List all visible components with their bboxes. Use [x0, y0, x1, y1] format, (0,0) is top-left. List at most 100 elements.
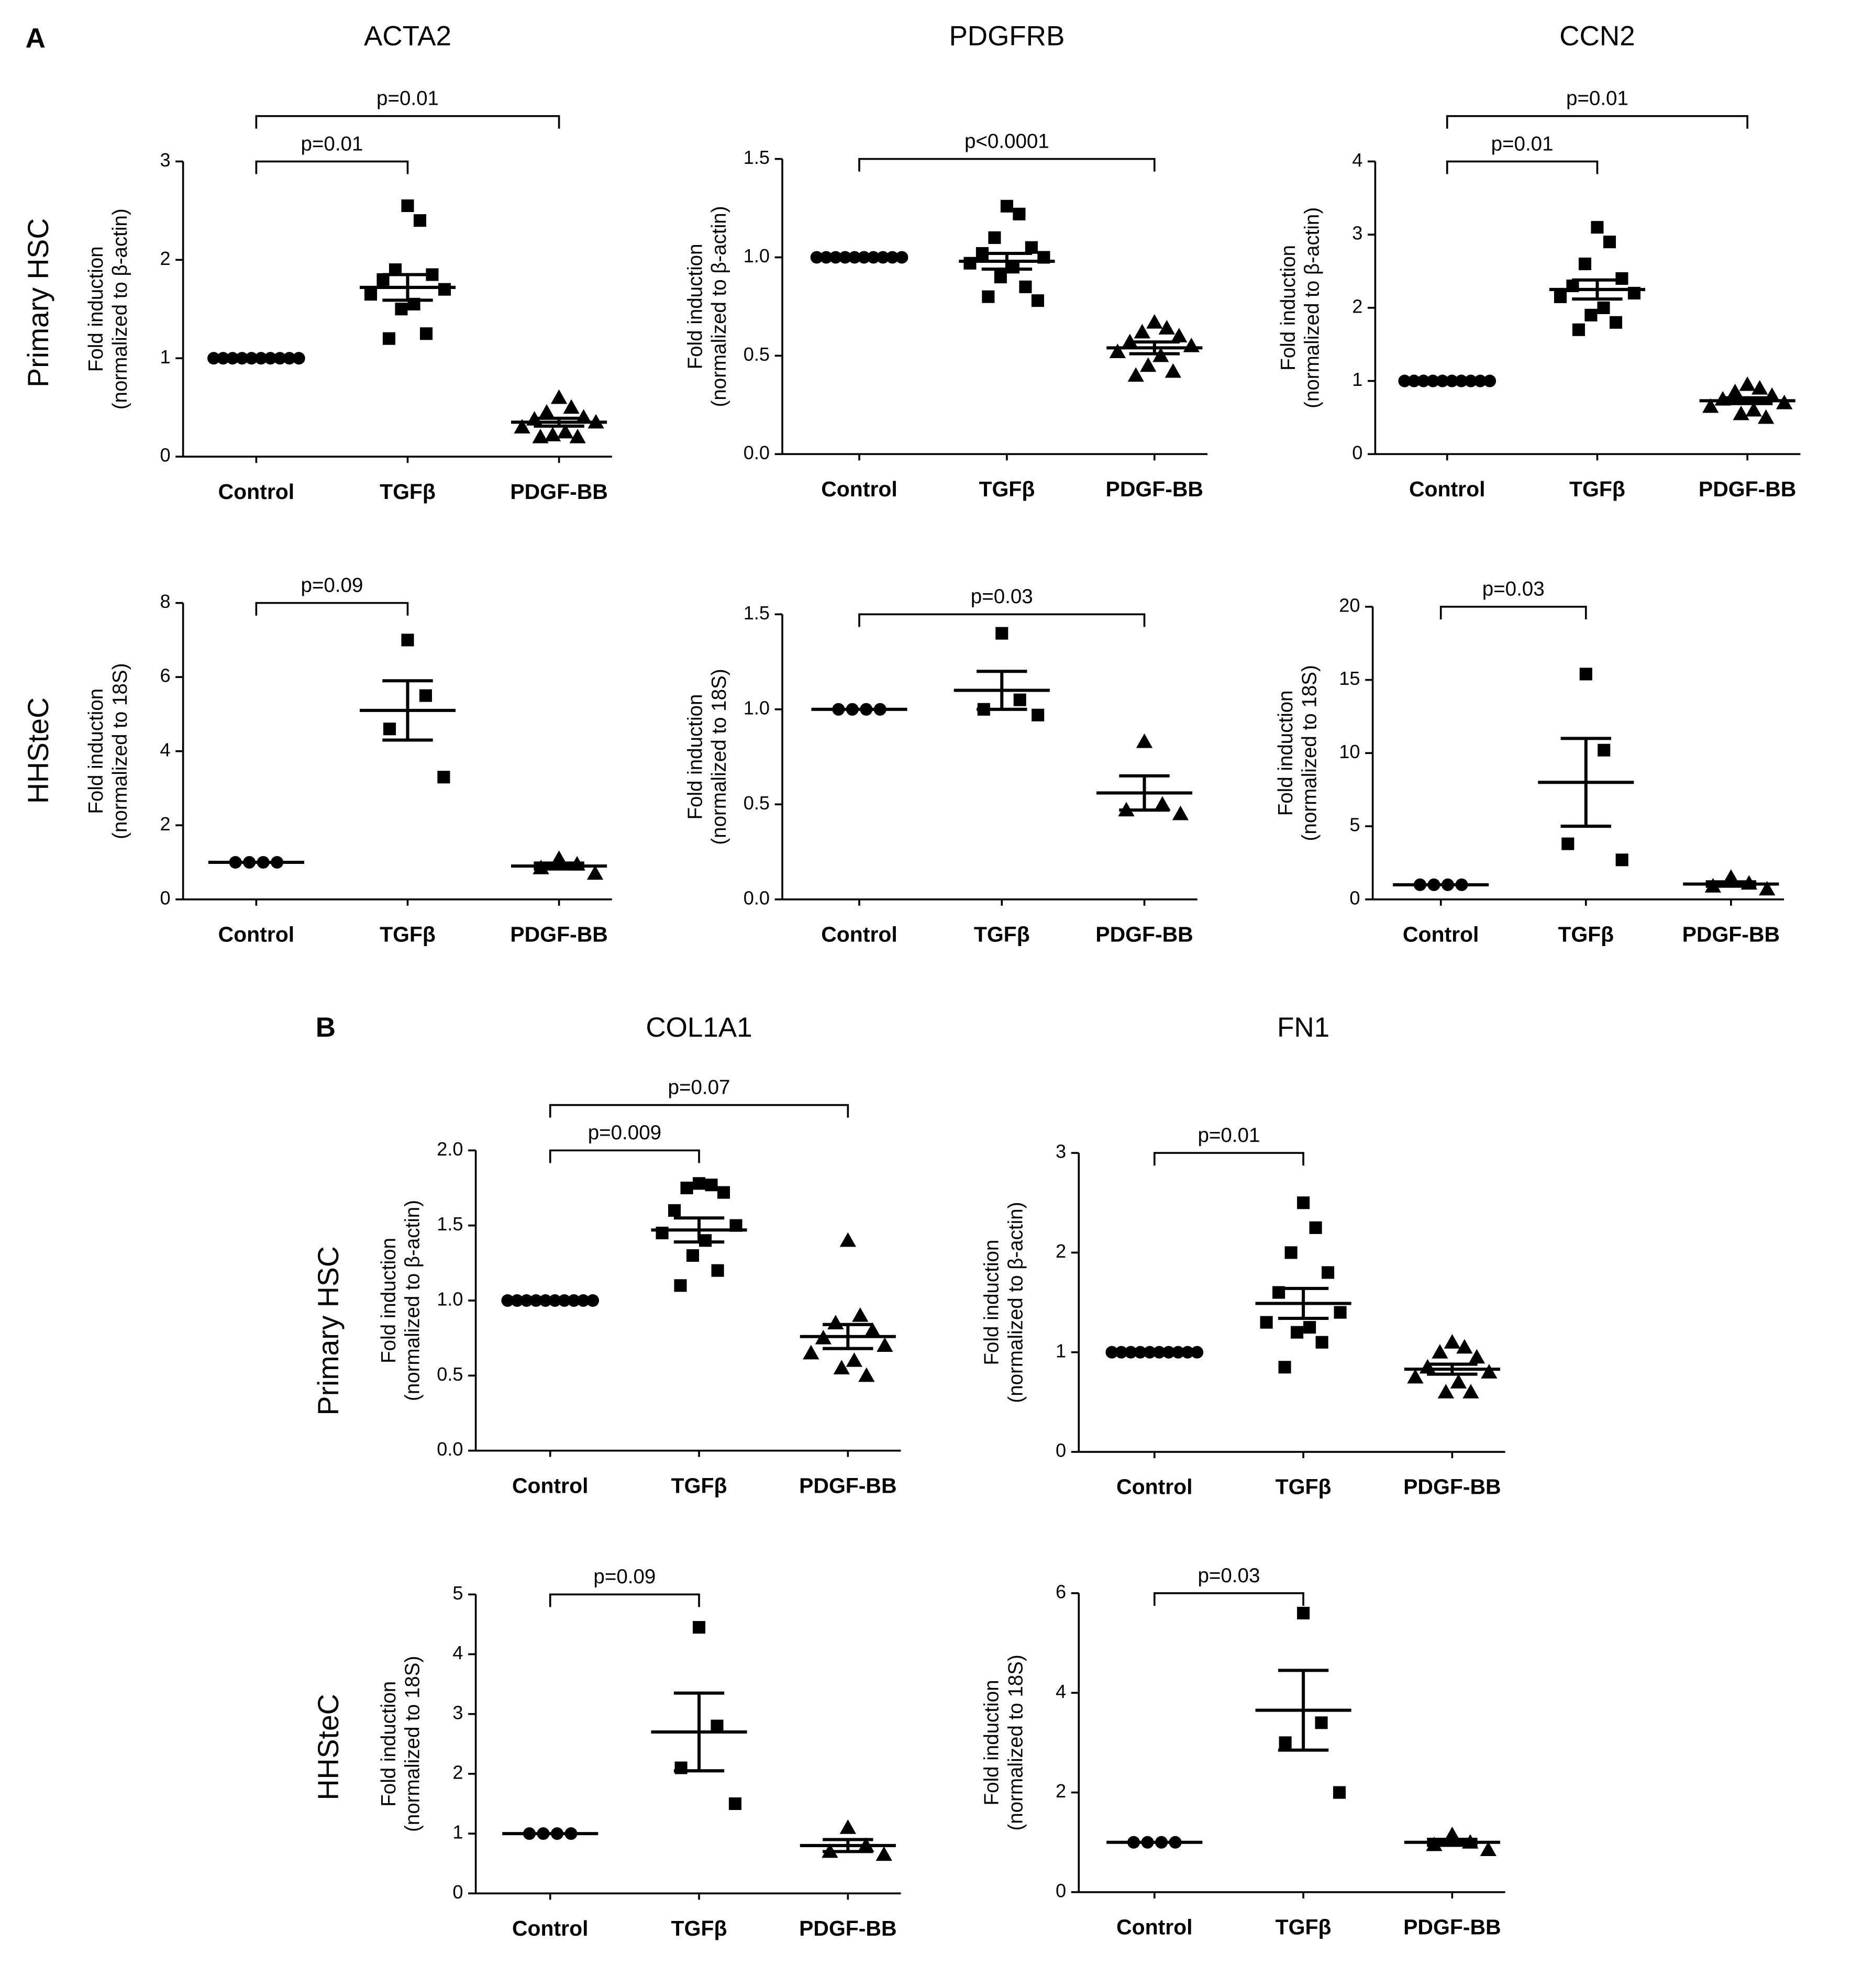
- data-point: [1758, 409, 1775, 424]
- data-point: [846, 1352, 863, 1367]
- data-point: [1578, 257, 1591, 271]
- y-tick-label: 3: [160, 149, 170, 171]
- data-point: [1297, 1606, 1310, 1620]
- y-axis-label: (normalized to 18S): [1299, 665, 1321, 841]
- y-tick-label: 2: [160, 813, 170, 835]
- y-tick-label: 0: [452, 1881, 463, 1903]
- data-point: [1751, 380, 1768, 395]
- data-point: [586, 865, 604, 880]
- row-label: HHSteC: [312, 1694, 345, 1800]
- data-point: [1462, 1384, 1479, 1398]
- data-point: [1019, 280, 1032, 293]
- x-tick-label: TGFβ: [380, 922, 436, 946]
- y-axis-label: (normalized to β-actin): [1004, 1202, 1027, 1403]
- data-point: [1759, 881, 1776, 896]
- data-point: [1165, 363, 1181, 378]
- y-axis-label: (normalized to 18S): [402, 1656, 424, 1832]
- y-tick-label: 3: [452, 1702, 463, 1723]
- data-point: [1739, 376, 1756, 391]
- data-point: [382, 332, 396, 345]
- data-point: [1013, 207, 1026, 220]
- data-point: [988, 231, 1001, 244]
- y-axis-label: (normalized to 18S): [109, 663, 131, 839]
- data-point: [1260, 1316, 1273, 1329]
- data-point: [1468, 1349, 1486, 1364]
- y-tick-label: 6: [160, 665, 170, 686]
- y-axis-label: Fold induction: [85, 246, 107, 372]
- x-tick-label: TGFβ: [1558, 922, 1614, 946]
- data-point: [1733, 405, 1749, 420]
- significance-bracket: [1439, 606, 1587, 619]
- p-value: p=0.03: [971, 585, 1033, 608]
- data-point: [1615, 853, 1628, 867]
- p-value: p=0.009: [588, 1121, 661, 1144]
- x-tick-label: PDGF-BB: [1095, 922, 1193, 946]
- data-point: [1154, 796, 1171, 811]
- data-point: [692, 1177, 706, 1190]
- data-point: [839, 1232, 856, 1247]
- data-point: [550, 389, 568, 404]
- data-point: [1013, 693, 1026, 706]
- y-tick-label: 5: [1349, 814, 1360, 836]
- data-point: [686, 1249, 700, 1262]
- y-tick-label: 4: [1352, 149, 1362, 171]
- y-tick-label: 0: [160, 445, 170, 466]
- data-point: [550, 850, 568, 865]
- data-point: [1584, 308, 1598, 321]
- data-point: [982, 290, 995, 303]
- y-axis-label: (normalized to β-actin): [402, 1200, 424, 1401]
- data-point: [383, 723, 396, 736]
- data-point: [557, 424, 574, 439]
- significance-bracket: [1153, 1152, 1304, 1166]
- p-value: p=0.09: [593, 1565, 656, 1588]
- x-tick-label: TGFβ: [380, 480, 436, 504]
- y-tick-label: 1.0: [437, 1288, 463, 1309]
- x-tick-label: Control: [512, 1473, 589, 1497]
- x-tick-label: TGFβ: [671, 1916, 727, 1940]
- data-point: [1134, 324, 1150, 339]
- p-value: p=0.01: [1491, 132, 1554, 155]
- data-point: [827, 1315, 844, 1330]
- data-point: [963, 257, 977, 270]
- data-point: [419, 689, 432, 702]
- data-point: [1723, 869, 1739, 884]
- data-point: [1333, 1786, 1346, 1799]
- data-point: [674, 1279, 687, 1292]
- data-point: [364, 288, 378, 301]
- x-tick-label: TGFβ: [1276, 1915, 1332, 1939]
- y-tick-label: 5: [452, 1582, 463, 1604]
- data-point: [1303, 1321, 1316, 1334]
- data-point: [544, 427, 561, 441]
- x-tick-label: Control: [821, 922, 897, 946]
- data-point: [1579, 668, 1592, 681]
- y-axis-label: Fold induction: [1277, 245, 1300, 371]
- significance-bracket: [1446, 160, 1599, 174]
- significance-bracket: [858, 158, 1156, 172]
- significance-bracket: [549, 1104, 849, 1118]
- x-tick-label: PDGF-BB: [1106, 477, 1203, 501]
- y-tick-label: 0: [1056, 1880, 1066, 1901]
- data-point: [705, 1179, 718, 1192]
- x-tick-label: PDGF-BB: [1403, 1475, 1501, 1499]
- data-point: [717, 1186, 730, 1199]
- data-point: [1315, 1716, 1328, 1729]
- chart-title: COL1A1: [646, 1012, 752, 1043]
- data-point: [858, 1367, 875, 1382]
- data-point: [803, 1345, 819, 1360]
- row-label: Primary HSC: [22, 218, 54, 387]
- data-point: [1025, 241, 1038, 254]
- y-tick-label: 1.0: [744, 697, 770, 718]
- significance-bracket: [549, 1593, 700, 1607]
- data-point: [1322, 1266, 1335, 1279]
- data-point: [1450, 1374, 1467, 1389]
- y-tick-label: 4: [160, 739, 170, 760]
- x-tick-label: Control: [218, 480, 295, 504]
- panel-label: B: [316, 1012, 336, 1043]
- data-point: [569, 428, 586, 443]
- y-axis-label: (normalized to 18S): [1004, 1654, 1027, 1830]
- y-tick-label: 2: [1056, 1780, 1066, 1802]
- data-point: [1171, 328, 1188, 342]
- data-point: [1158, 320, 1175, 335]
- x-tick-label: TGFβ: [1276, 1475, 1332, 1499]
- row-label: Primary HSC: [312, 1246, 345, 1415]
